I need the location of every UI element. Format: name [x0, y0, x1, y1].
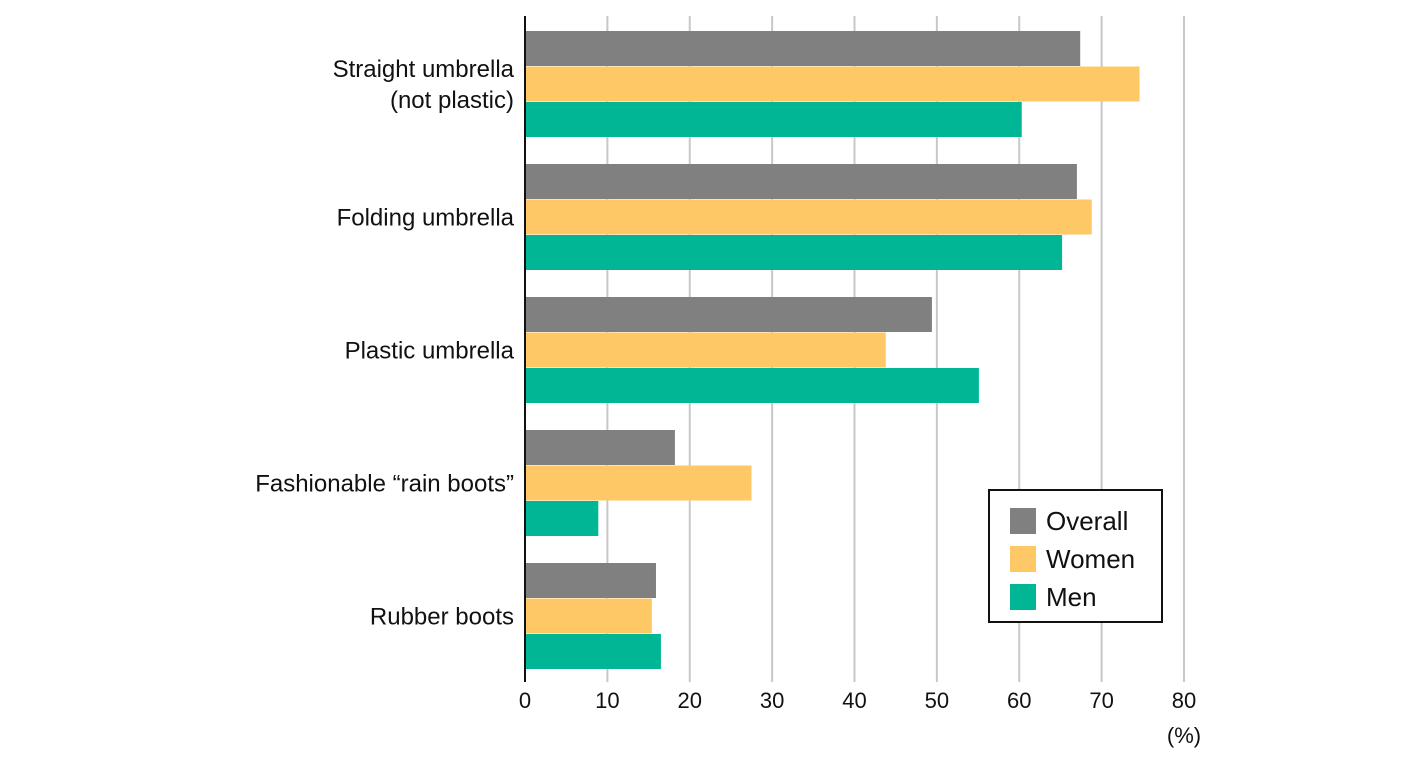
bar-women [525, 598, 652, 634]
legend-label-men: Men [1046, 582, 1097, 612]
bar-women [525, 199, 1092, 235]
legend: Overall Women Men [988, 489, 1163, 623]
legend-swatch-men [1010, 584, 1036, 610]
bar-women [525, 332, 886, 368]
bar-men [525, 501, 599, 536]
x-tick-label: 0 [519, 688, 531, 713]
x-tick-label: 10 [595, 688, 619, 713]
bar-overall [525, 164, 1077, 199]
category-label: Straight umbrella (not plastic) [333, 56, 515, 114]
category-label: Plastic umbrella [345, 337, 515, 364]
legend-swatch-women [1010, 546, 1036, 572]
bar-men [525, 235, 1063, 270]
x-tick-label: 80 [1172, 688, 1196, 713]
x-tick-label: 20 [678, 688, 702, 713]
x-tick-label: 40 [842, 688, 866, 713]
labels-layer: Straight umbrella (not plastic) Folding um… [255, 56, 1201, 748]
bar-overall [525, 31, 1081, 66]
bar-overall [525, 563, 656, 598]
x-axis-unit-label: (%) [1167, 723, 1201, 748]
legend-label-overall: Overall [1046, 506, 1128, 536]
bars-layer [525, 31, 1140, 669]
legend-label-women: Women [1046, 544, 1135, 574]
x-tick-label: 70 [1089, 688, 1113, 713]
bar-men [525, 368, 979, 403]
x-tick-label: 30 [760, 688, 784, 713]
x-tick-label: 50 [925, 688, 949, 713]
bar-men [525, 634, 661, 669]
category-label: Rubber boots [370, 603, 514, 630]
bar-women [525, 66, 1140, 102]
x-tick-label: 60 [1007, 688, 1031, 713]
bar-men [525, 102, 1022, 137]
bar-women [525, 465, 752, 501]
bar-overall [525, 430, 675, 465]
bar-overall [525, 297, 932, 332]
category-label: Fashionable “rain boots” [255, 470, 514, 497]
legend-swatch-overall [1010, 508, 1036, 534]
category-label: Folding umbrella [337, 204, 515, 231]
